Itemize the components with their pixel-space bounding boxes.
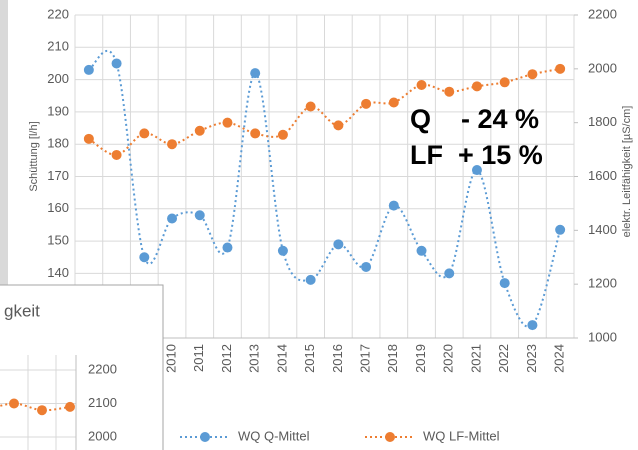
data-point (83, 133, 94, 144)
data-point (277, 245, 288, 256)
data-point (555, 224, 566, 235)
y2-tick-label: 1400 (588, 222, 617, 237)
y2-tick-label: 2200 (88, 361, 117, 376)
data-point (65, 401, 75, 412)
data-point (305, 101, 316, 112)
y-tick-label: 220 (47, 6, 69, 21)
x-tick-label: 2010 (163, 344, 178, 373)
data-point (250, 68, 261, 79)
data-point (333, 120, 344, 131)
data-point (444, 86, 455, 97)
data-point (527, 69, 538, 80)
data-point (167, 213, 178, 224)
plot (74, 14, 575, 338)
data-point (139, 252, 150, 263)
x-tick-label: 2022 (496, 344, 511, 373)
x-tick-label: 2021 (468, 344, 483, 373)
data-point (194, 125, 205, 136)
data-point (499, 77, 510, 88)
data-point (194, 210, 205, 221)
y2-axis-label: elektr. Leitfähigkeit [µS/cm] (621, 106, 633, 238)
y2-tick-label: 1000 (588, 329, 617, 344)
x-tick-label: 2023 (524, 344, 539, 373)
legend-label: WQ LF-Mittel (423, 428, 500, 443)
y-tick-label: 140 (47, 265, 69, 280)
data-point (111, 58, 122, 69)
inset-window (0, 284, 164, 450)
y2-tick-label: 1600 (588, 168, 617, 183)
data-point (416, 79, 427, 90)
x-tick-label: 2011 (191, 344, 206, 372)
legend-label: WQ Q-Mittel (238, 428, 310, 443)
x-tick-label: 2018 (385, 344, 400, 373)
data-point (388, 200, 399, 211)
y-tick-label: 180 (47, 136, 69, 151)
data-point (444, 268, 455, 279)
data-point (9, 398, 19, 409)
y-tick-label: 200 (47, 71, 69, 86)
x-tick-label: 2020 (441, 344, 456, 373)
x-tick-label: 2017 (358, 344, 373, 373)
data-point (471, 81, 482, 92)
annotation: LF + 15 % (410, 140, 543, 170)
y-tick-label: 210 (47, 39, 69, 54)
data-point (222, 242, 233, 253)
data-point (305, 274, 316, 285)
data-point (527, 320, 538, 331)
data-point (499, 278, 510, 289)
data-point (388, 97, 399, 108)
legend-marker (200, 432, 210, 442)
window-edge (0, 0, 8, 285)
data-point (361, 261, 372, 272)
y2-tick-label: 2000 (88, 428, 117, 443)
y2-tick-label: 1800 (588, 114, 617, 129)
data-point (37, 405, 47, 416)
y-tick-label: 160 (47, 200, 69, 215)
y2-tick-label: 1200 (588, 276, 617, 291)
y2-tick-label: 2100 (88, 395, 117, 410)
y-tick-label: 190 (47, 103, 69, 118)
x-tick-label: 2012 (219, 344, 234, 373)
data-point (167, 139, 178, 150)
x-tick-label: 2014 (274, 344, 289, 373)
y2-tick-label: 2200 (588, 6, 617, 21)
y-tick-label: 170 (47, 168, 69, 183)
legend-marker (385, 432, 395, 442)
annotation: Q - 24 % (410, 104, 539, 134)
x-tick-label: 2015 (302, 344, 317, 373)
data-point (111, 149, 122, 160)
x-tick-label: 2013 (247, 344, 262, 373)
y2-tick-label: 2000 (588, 60, 617, 75)
data-point (361, 98, 372, 109)
data-point (471, 165, 482, 176)
x-tick-label: 2019 (413, 344, 428, 373)
data-point (250, 128, 261, 139)
x-tick-label: 2024 (552, 344, 567, 373)
y-tick-label: 150 (47, 233, 69, 248)
data-point (416, 245, 427, 256)
data-point (83, 64, 94, 75)
data-point (139, 128, 150, 139)
data-point (555, 63, 566, 74)
data-point (333, 239, 344, 250)
y-axis-label: Schüttung [l/h] (28, 121, 40, 191)
inset-title: gkeit (4, 301, 40, 320)
data-point (277, 129, 288, 140)
data-point (222, 117, 233, 128)
x-tick-label: 2016 (330, 344, 345, 373)
